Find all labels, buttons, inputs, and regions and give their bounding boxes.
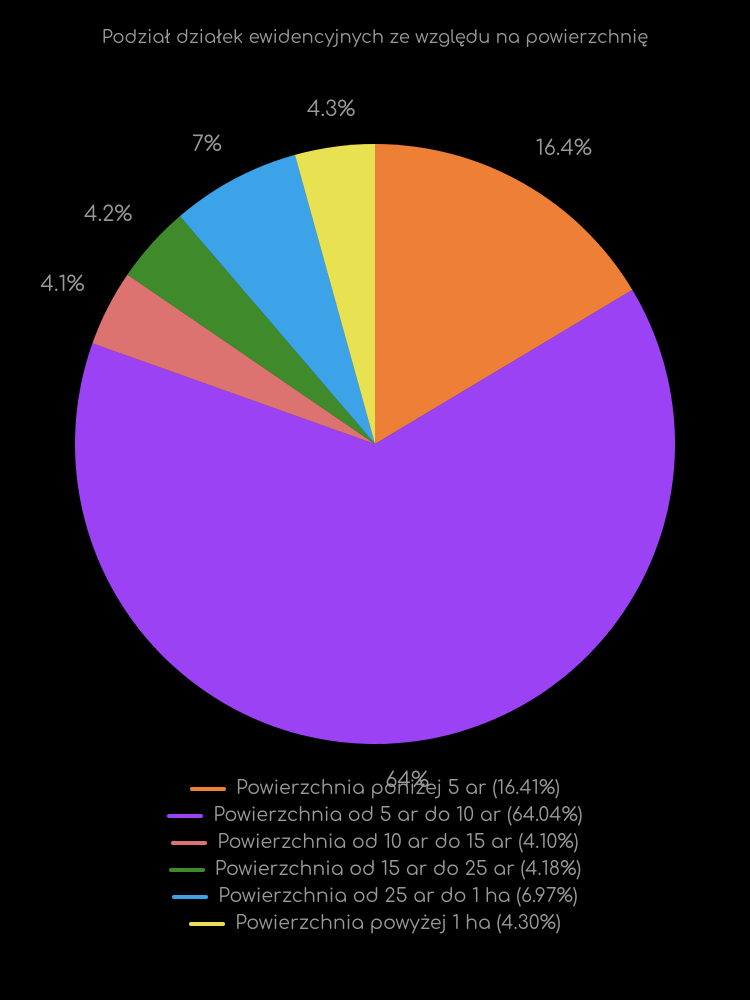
legend-item: Powierzchnia powyżej 1 ha (4.30%) (189, 913, 561, 934)
slice-label-s0: 16.4% (536, 136, 592, 160)
chart-container: Podział działek ewidencyjnych ze względu… (0, 0, 750, 1000)
legend-item: Powierzchnia poniżej 5 ar (16.41%) (190, 778, 560, 799)
slice-label-s1: 64% (385, 768, 429, 792)
pie-slices (75, 144, 675, 744)
legend-item: Powierzchnia od 15 ar do 25 ar (4.18%) (169, 859, 582, 880)
legend-label: Powierzchnia od 5 ar do 10 ar (64.04%) (213, 805, 582, 826)
pie-svg (55, 124, 695, 764)
slice-label-s5: 4.3% (307, 97, 355, 121)
legend-item: Powierzchnia od 25 ar do 1 ha (6.97%) (172, 886, 578, 907)
legend-label: Powierzchnia od 25 ar do 1 ha (6.97%) (218, 886, 578, 907)
legend-swatch-icon (172, 895, 208, 899)
slice-label-s2: 4.1% (40, 272, 84, 296)
legend-item: Powierzchnia od 5 ar do 10 ar (64.04%) (167, 805, 582, 826)
legend: Powierzchnia poniżej 5 ar (16.41%) Powie… (0, 778, 750, 934)
legend-item: Powierzchnia od 10 ar do 15 ar (4.10%) (171, 832, 578, 853)
legend-swatch-icon (171, 841, 207, 845)
legend-label: Powierzchnia powyżej 1 ha (4.30%) (235, 913, 561, 934)
legend-label: Powierzchnia od 15 ar do 25 ar (4.18%) (215, 859, 582, 880)
legend-swatch-icon (189, 922, 225, 926)
pie-area: 16.4% 64% 4.1% 4.2% 7% 4.3% (0, 48, 750, 768)
legend-swatch-icon (169, 868, 205, 872)
chart-title: Podział działek ewidencyjnych ze względu… (0, 0, 750, 48)
slice-label-s4: 7% (192, 132, 222, 156)
legend-swatch-icon (167, 814, 203, 818)
legend-label: Powierzchnia od 10 ar do 15 ar (4.10%) (217, 832, 578, 853)
slice-label-s3: 4.2% (84, 202, 132, 226)
legend-swatch-icon (190, 787, 226, 791)
